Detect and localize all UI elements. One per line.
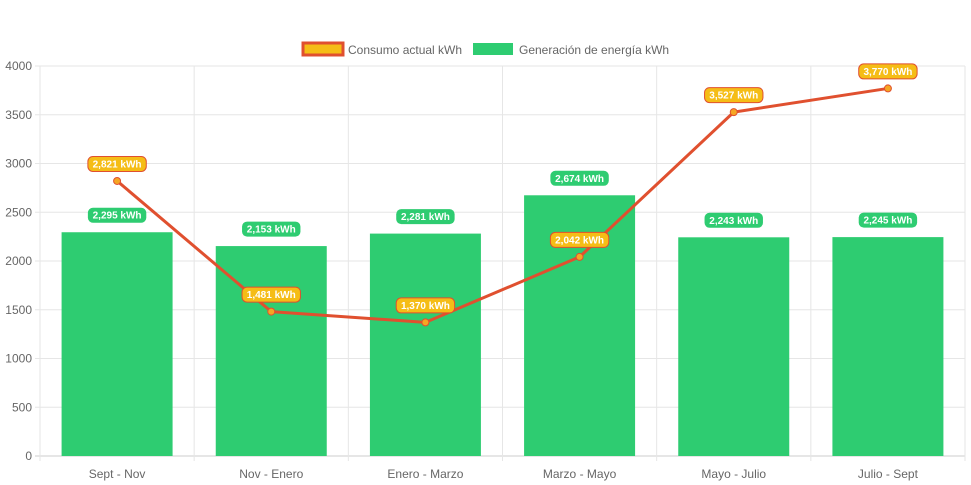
x-tick-label: Enero - Marzo (387, 467, 463, 481)
data-label-text: 2,674 kWh (555, 174, 604, 185)
data-label-bg (395, 297, 456, 314)
y-tick-label: 4000 (5, 59, 32, 73)
x-tick-label: Sept - Nov (89, 467, 146, 481)
point-consumo (883, 84, 892, 93)
legend: Consumo actual kWh Generación de energía… (301, 41, 669, 57)
bar-generacion (61, 232, 173, 456)
point-consumo (113, 176, 122, 185)
bar-generacion (369, 233, 481, 456)
y-tick-label: 500 (12, 400, 32, 414)
data-label-text: 3,527 kWh (709, 91, 758, 102)
data-label: 2,295 kWh (87, 207, 147, 223)
x-axis: Sept - Nov Nov - Enero Enero - Marzo Marzo … (89, 467, 919, 481)
data-label-text: 2,281 kWh (401, 212, 450, 223)
point-consumo (267, 307, 276, 316)
point-consumo (729, 108, 738, 117)
data-label-bg (241, 286, 301, 303)
y-axis: 0 500 1000 1500 2000 2500 3000 3500 4000 (5, 59, 32, 463)
data-label-text: 2,042 kWh (555, 235, 604, 246)
data-label: 3,770 kWh (858, 63, 918, 80)
legend-label-consumo: Consumo actual kWh (348, 43, 462, 57)
data-label: 2,281 kWh (396, 209, 455, 225)
y-tick-label: 3500 (5, 108, 32, 122)
x-tick-label: Mayo - Julio (701, 467, 766, 481)
data-label-bg (858, 63, 918, 80)
data-label: 1,370 kWh (395, 297, 456, 314)
data-label-bg (858, 212, 918, 228)
point-consumo (575, 252, 584, 261)
data-label: 1,481 kWh (241, 286, 301, 303)
y-tick-label: 1500 (5, 303, 32, 317)
data-label-text: 3,770 kWh (863, 67, 912, 78)
x-tick-label: Nov - Enero (239, 467, 303, 481)
x-tick-label: Julio - Sept (858, 467, 919, 481)
bar-generacion (678, 237, 790, 456)
y-tick-label: 0 (25, 449, 32, 463)
data-label: 2,674 kWh (550, 170, 609, 186)
data-label: 2,245 kWh (858, 212, 918, 228)
y-tick-label: 1000 (5, 352, 32, 366)
grid (35, 65, 966, 461)
legend-swatch-generacion (473, 43, 513, 55)
data-labels: 2,295 kWh 2,153 kWh 2,281 kWh 2,674 kWh 2,24… (87, 63, 918, 314)
data-label: 2,821 kWh (87, 155, 147, 172)
point-consumo (421, 318, 430, 327)
y-tick-label: 2000 (5, 254, 32, 268)
data-label-text: 2,821 kWh (93, 159, 142, 170)
x-tick-label: Marzo - Mayo (543, 467, 617, 481)
y-tick-label: 2500 (5, 205, 32, 219)
data-label-bg (396, 209, 455, 225)
data-label-bg (704, 87, 764, 104)
data-label: 3,527 kWh (704, 87, 764, 104)
data-label-bg (242, 221, 301, 237)
y-tick-label: 3000 (5, 157, 32, 171)
data-label-bg (549, 231, 610, 248)
data-label: 2,243 kWh (704, 212, 763, 228)
data-label: 2,042 kWh (549, 231, 610, 248)
data-label-text: 2,153 kWh (247, 225, 296, 236)
data-label-text: 2,245 kWh (863, 216, 912, 227)
data-label-bg (704, 212, 763, 228)
data-label-bg (87, 207, 147, 223)
data-label-bg (550, 170, 609, 186)
data-label-bg (87, 155, 147, 172)
legend-label-generacion: Generación de energía kWh (519, 43, 669, 57)
data-label-text: 1,370 kWh (401, 301, 450, 312)
data-label-text: 2,295 kWh (93, 211, 142, 222)
legend-swatch-consumo (301, 41, 345, 57)
data-label: 2,153 kWh (242, 221, 301, 237)
data-label-text: 2,243 kWh (709, 216, 758, 227)
data-label-text: 1,481 kWh (247, 290, 296, 301)
bar-generacion (832, 237, 944, 456)
